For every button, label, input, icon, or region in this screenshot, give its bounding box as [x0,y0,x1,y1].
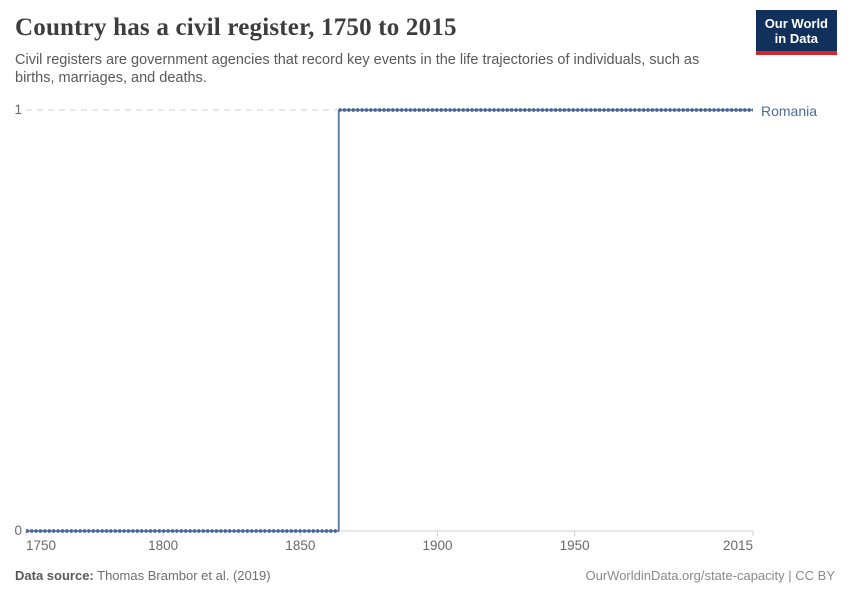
y-axis-label: 0 [14,523,22,538]
x-axis-label: 1800 [148,538,179,553]
series-label-romania[interactable]: Romania [761,103,818,119]
x-axis-label: 2015 [722,538,753,553]
x-axis-label: 1900 [422,538,453,553]
x-axis-label: 1750 [26,538,57,553]
x-axis-label: 1950 [559,538,590,553]
data-source-label: Data source: [15,568,94,583]
data-source-note: Data source: Thomas Brambor et al. (2019… [15,568,271,583]
owid-logo[interactable]: Our World in Data [755,10,837,55]
owid-logo-line2: in Data [774,31,819,47]
data-source-text: Thomas Brambor et al. (2019) [97,568,271,583]
credit-link[interactable]: OurWorldinData.org/state-capacity | CC B… [585,568,835,583]
chart-title: Country has a civil register, 1750 to 20… [15,14,457,41]
y-axis-label: 1 [14,102,22,117]
x-axis-label: 1850 [285,538,316,553]
owid-logo-line1: Our World [764,16,828,31]
chart-subtitle: Civil registers are government agencies … [15,52,700,86]
